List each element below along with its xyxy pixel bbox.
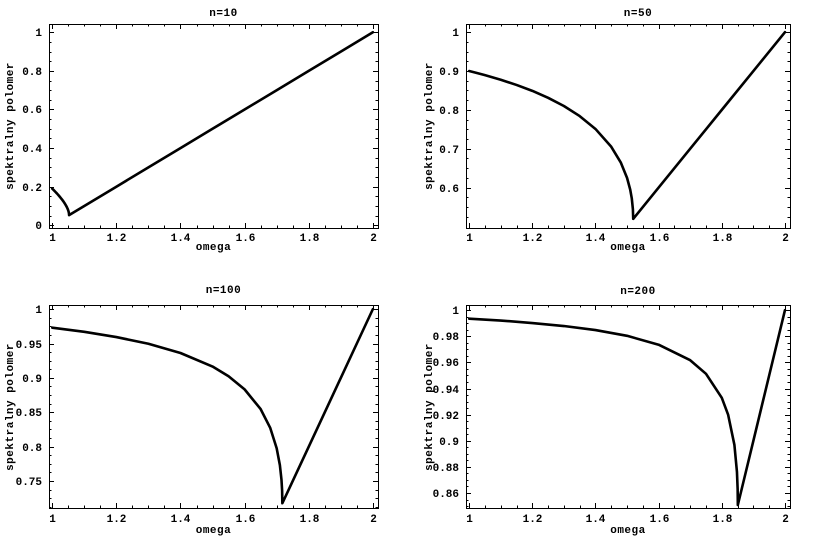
y-tick-label: 0.9 <box>439 67 459 79</box>
subplot-n50: 1 1.2 1.4 1.6 1.8 2 0.6 0.7 0.8 0.9 1 n=50 omega s… <box>408 0 816 278</box>
plot-title: n=10 <box>209 8 238 20</box>
y-tick-label: 0.6 <box>439 184 459 196</box>
y-tick-label: 0.8 <box>22 67 42 79</box>
series-curve <box>467 308 787 507</box>
y-tick-label: 1 <box>452 28 459 40</box>
y-tick-label: 0.2 <box>22 183 42 195</box>
x-tick-label: 1.6 <box>650 514 670 526</box>
plot-frame <box>49 305 379 509</box>
y-tick-label: 0.8 <box>22 443 42 455</box>
x-tick-label: 1.4 <box>586 514 606 526</box>
x-axis-label: omega <box>610 242 646 254</box>
y-tick-label: 0.85 <box>16 408 43 420</box>
x-axis-label: omega <box>195 525 232 537</box>
plot-title: n=50 <box>623 8 653 20</box>
x-tick-label: 1.6 <box>236 514 256 526</box>
x-tick-label: 1.4 <box>586 233 606 245</box>
x-tick-label: 1.8 <box>713 514 733 526</box>
plot-frame <box>466 24 791 229</box>
y-tick-label: 0.6 <box>22 105 42 117</box>
plot-area-n10: 1 1.2 1.4 1.6 1.8 2 0 0.2 0.4 0.6 0.8 1 <box>22 24 379 245</box>
x-tick-label: 1.6 <box>650 233 670 245</box>
x-tick-label: 2 <box>782 514 789 526</box>
plot-title: n=200 <box>620 286 656 298</box>
y-tick-label: 0.92 <box>433 411 459 423</box>
y-tick-label: 1 <box>35 28 42 40</box>
x-tick-label: 1.8 <box>713 233 733 245</box>
series-curve <box>467 30 787 221</box>
y-axis-label: spektralny polomer <box>424 342 436 471</box>
y-tick-label: 0.75 <box>16 477 43 489</box>
series-curve <box>50 307 375 505</box>
y-tick-label: 0.88 <box>433 463 460 475</box>
plot-title: n=100 <box>205 285 242 297</box>
y-tick-label: 0.9 <box>439 437 459 449</box>
x-tick-label: 1 <box>466 514 473 526</box>
y-tick-label: 0.9 <box>22 374 42 386</box>
y-tick-label: 0.95 <box>16 340 43 352</box>
x-tick-label: 1.8 <box>300 233 320 245</box>
y-tick-label: 1 <box>452 306 459 318</box>
y-axis-label: spektralny polomer <box>5 62 17 190</box>
y-tick-label: 0.4 <box>22 144 42 156</box>
x-tick-label: 1.2 <box>107 233 127 245</box>
subplot-n200: 1 1.2 1.4 1.6 1.8 2 0.86 0.88 0.9 0.92 0.94 0.96 0.9… <box>408 277 816 555</box>
x-axis-label: omega <box>610 525 646 537</box>
y-tick-label: 0.7 <box>439 145 459 157</box>
series-curve <box>50 30 375 217</box>
x-axis-label: omega <box>195 242 232 254</box>
x-tick-label: 1.2 <box>107 514 127 526</box>
plot-area-n200: 1 1.2 1.4 1.6 1.8 2 0.86 0.88 0.9 0.92 0.94 0.96 0.9… <box>433 305 791 526</box>
x-tick-label: 1 <box>49 514 56 526</box>
y-tick-label: 0.96 <box>433 358 459 370</box>
x-tick-label: 2 <box>782 233 789 245</box>
x-tick-label: 1.2 <box>523 514 543 526</box>
x-tick-label: 1.4 <box>171 514 191 526</box>
plot-frame <box>466 305 791 509</box>
x-tick-label: 1.6 <box>236 233 256 245</box>
plot-area-n100: 1 1.2 1.4 1.6 1.8 2 0.75 0.8 0.85 0.9 0.95 1 <box>16 305 379 526</box>
y-axis-label: spektralny polomer <box>5 342 17 471</box>
subplot-n10: 1 1.2 1.4 1.6 1.8 2 0 0.2 0.4 0.6 0.8 1 n=10 omega … <box>0 0 408 278</box>
y-tick-label: 0.8 <box>439 106 459 118</box>
y-tick-label: 0.86 <box>433 489 459 501</box>
x-tick-label: 1 <box>49 233 56 245</box>
x-tick-label: 1.2 <box>523 233 543 245</box>
subplot-n100: 1 1.2 1.4 1.6 1.8 2 0.75 0.8 0.85 0.9 0.95 1 n=100 … <box>0 277 408 555</box>
y-tick-label: 0 <box>35 221 42 233</box>
y-tick-label: 0.94 <box>433 385 460 397</box>
x-tick-label: 2 <box>370 233 377 245</box>
y-tick-label: 0.98 <box>433 332 460 344</box>
plot-area-n50: 1 1.2 1.4 1.6 1.8 2 0.6 0.7 0.8 0.9 1 <box>439 24 791 245</box>
x-tick-label: 1.4 <box>171 233 191 245</box>
x-tick-label: 1 <box>466 233 473 245</box>
y-tick-label: 1 <box>35 305 42 317</box>
x-tick-label: 2 <box>370 514 377 526</box>
y-axis-label: spektralny polomer <box>424 62 436 190</box>
x-tick-label: 1.8 <box>300 514 320 526</box>
